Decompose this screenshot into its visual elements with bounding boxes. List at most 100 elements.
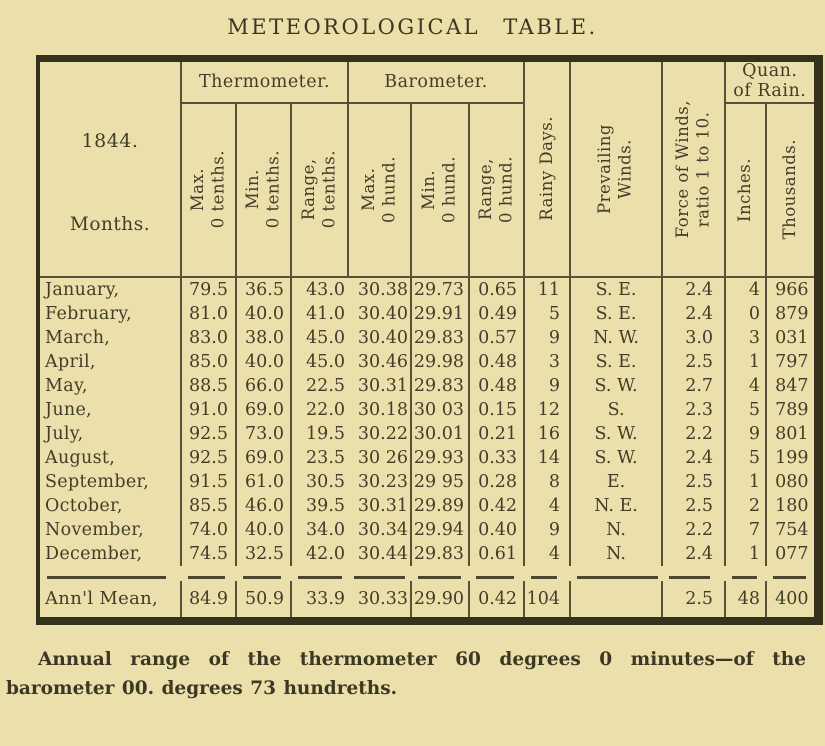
- therm-max-column-header: Max. 0 tenths.: [181, 102, 237, 278]
- cell-rainy-days: 9: [524, 325, 572, 350]
- mean-winds-cell: [570, 580, 664, 621]
- months-column-header: 1844. Months.: [38, 58, 182, 278]
- cell-b-min: 30.01: [411, 421, 471, 446]
- sum-rule-cell: [469, 566, 524, 581]
- baro-min-column-header: Min. 0 hund.: [411, 102, 471, 278]
- therm-range-label: Range, 0 tenths.: [298, 150, 339, 229]
- months-label: Months.: [69, 214, 151, 236]
- cell-rainy-days: 4: [524, 493, 572, 518]
- sum-rule-cell: [348, 566, 411, 581]
- cell-b-max: 30.44: [348, 541, 413, 566]
- cell-b-max: 30.22: [348, 421, 413, 446]
- mean-therm-range-cell: 33.9: [306, 588, 346, 609]
- cell-b-max: 30 26: [348, 445, 413, 470]
- therm-max-label: Max. 0 tenths.: [187, 150, 228, 229]
- cell-winds: S. W.: [570, 445, 664, 470]
- table-footer: Ann'l Mean, 84.9 50.9 33.9 30.33 29.90 0…: [38, 566, 818, 621]
- cell-thousands: 031: [775, 327, 809, 348]
- cell-force: 2.7: [662, 373, 727, 398]
- cell-inches: 1: [725, 349, 768, 374]
- thermometer-group-header: Thermometer.: [181, 58, 350, 104]
- cell-b-min: 29.89: [411, 493, 471, 518]
- sum-rule-cell: [38, 566, 181, 581]
- cell-winds: S. W.: [570, 373, 664, 398]
- rainy-days-column-header: Rainy Days.: [524, 58, 572, 278]
- cell-month: December,: [38, 541, 182, 566]
- cell-b-range: 0.61: [469, 541, 526, 566]
- inches-column-header: Inches.: [725, 102, 768, 278]
- cell-b-range: 0.57: [469, 325, 526, 350]
- cell-force: 2.2: [662, 421, 727, 446]
- table-row: June, 91.0 69.0 22.0 30.18 30 03 0.15 12 S. 2.3 5 7…: [38, 397, 818, 422]
- force-of-winds-label: Force of Winds, ratio 1 to 10.: [672, 99, 713, 238]
- sum-rule-cell: [181, 566, 236, 581]
- cell-force: 3.0: [662, 325, 727, 350]
- cell-t-min: 66.0: [236, 373, 292, 398]
- table-row: May, 88.5 66.0 22.5 30.31 29.83 0.48 9 S. W. 2.7 4…: [38, 373, 818, 398]
- cell-b-min: 29.73: [411, 276, 471, 302]
- barometer-group-header: Barometer.: [348, 58, 526, 104]
- table-row: April, 85.0 40.0 45.0 30.46 29.98 0.48 3 S. E. 2.…: [38, 349, 818, 374]
- mean-force-cell: 2.5: [662, 580, 727, 621]
- cell-thousands: 797: [775, 351, 809, 372]
- cell-t-min: 38.0: [236, 325, 292, 350]
- cell-t-range: 41.0: [306, 303, 346, 324]
- baro-max-label: Max. 0 hund.: [358, 156, 399, 223]
- cell-b-max: 30.18: [348, 397, 413, 422]
- cell-t-range: 45.0: [306, 327, 346, 348]
- sum-rule-cell: [662, 566, 725, 581]
- cell-month: September,: [38, 469, 182, 494]
- cell-rainy-days: 9: [524, 517, 572, 542]
- therm-min-label: Min. 0 tenths.: [242, 150, 283, 229]
- footnote: Annual range of the thermometer 60 degre…: [6, 645, 806, 704]
- sum-rule-row: [38, 566, 818, 581]
- cell-month: June,: [38, 397, 182, 422]
- footnote-line-2: barometer 00. degrees 73 hundreths.: [6, 678, 398, 700]
- cell-t-max: 74.0: [181, 517, 237, 542]
- sum-rule-cell: [766, 566, 818, 581]
- sum-rule-cell: [411, 566, 469, 581]
- cell-rainy-days: 5: [524, 301, 572, 326]
- table-row: August, 92.5 69.0 23.5 30 26 29.93 0.33 14 S. W.…: [38, 445, 818, 470]
- cell-month: March,: [38, 325, 182, 350]
- cell-winds: N.: [570, 541, 664, 566]
- cell-t-range: 22.5: [306, 375, 346, 396]
- thousands-column-header: Thousands.: [766, 102, 819, 278]
- sum-rule-cell: [725, 566, 766, 581]
- inches-label: Inches.: [735, 157, 755, 222]
- cell-inches: 2: [725, 493, 768, 518]
- cell-month: April,: [38, 349, 182, 374]
- baro-range-column-header: Range, 0 hund.: [469, 102, 526, 278]
- sum-rule-cell: [291, 566, 348, 581]
- year-label: 1844.: [81, 130, 139, 153]
- cell-t-min: 69.0: [236, 445, 292, 470]
- cell-t-min: 61.0: [236, 469, 292, 494]
- cell-thousands: 801: [775, 423, 809, 444]
- cell-b-range: 0.33: [469, 445, 526, 470]
- cell-t-max: 83.0: [181, 325, 237, 350]
- cell-b-max: 30.40: [348, 301, 413, 326]
- of-rain-label: of Rain.: [733, 80, 807, 101]
- cell-t-range: 42.0: [306, 543, 346, 564]
- cell-inches: 4: [725, 276, 768, 302]
- cell-thousands: 789: [775, 399, 809, 420]
- cell-b-range: 0.65: [469, 276, 526, 302]
- sum-rule-cell: [236, 566, 291, 581]
- cell-t-min: 40.0: [236, 517, 292, 542]
- cell-month: July,: [38, 421, 182, 446]
- cell-t-max: 74.5: [181, 541, 237, 566]
- cell-inches: 0: [725, 301, 768, 326]
- cell-t-min: 36.5: [236, 276, 292, 302]
- cell-month: August,: [38, 445, 182, 470]
- table-row: February, 81.0 40.0 41.0 30.40 29.91 0.49 5 S. E…: [38, 301, 818, 326]
- cell-inches: 3: [725, 325, 768, 350]
- cell-b-min: 29.91: [411, 301, 471, 326]
- page-title: METEOROLOGICAL TABLE.: [227, 15, 598, 39]
- sum-rule-cell: [524, 566, 570, 581]
- cell-b-max: 30.31: [348, 493, 413, 518]
- sum-rule-cell: [570, 566, 662, 581]
- cell-thousands: 199: [775, 447, 809, 468]
- cell-t-min: 40.0: [236, 349, 292, 374]
- cell-t-max: 92.5: [181, 421, 237, 446]
- table-row: October, 85.5 46.0 39.5 30.31 29.89 0.42 4 N. E.…: [38, 493, 818, 518]
